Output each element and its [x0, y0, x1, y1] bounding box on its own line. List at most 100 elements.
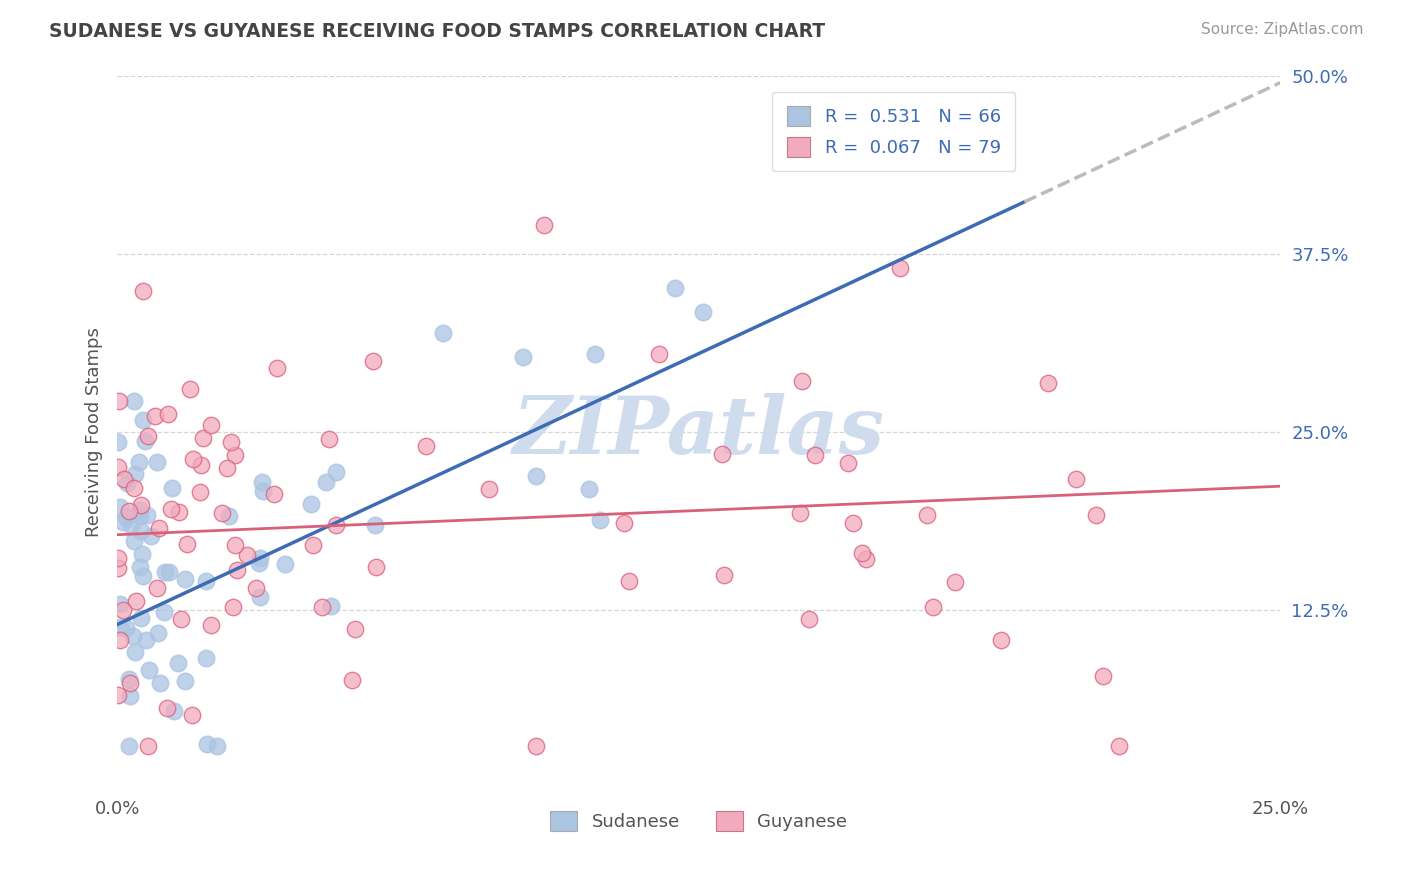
Point: [943, 574, 966, 589]
Point: [222, 600, 245, 615]
Point: [115, 476, 138, 491]
Point: [135, 632, 157, 647]
Point: [135, 508, 157, 523]
Point: [118, 673, 141, 687]
Point: [111, 516, 134, 530]
Point: [160, 501, 183, 516]
Point: [115, 509, 138, 524]
Point: [478, 482, 501, 496]
Point: [583, 347, 606, 361]
Legend: Sudanese, Guyanese: Sudanese, Guyanese: [537, 798, 860, 844]
Point: [224, 538, 246, 552]
Point: [128, 455, 150, 469]
Point: [128, 560, 150, 574]
Point: [325, 466, 347, 480]
Point: [315, 475, 337, 489]
Point: [692, 305, 714, 319]
Point: [141, 529, 163, 543]
Point: [148, 625, 170, 640]
Point: [107, 551, 129, 566]
Point: [889, 260, 911, 275]
Point: [219, 435, 242, 450]
Point: [263, 487, 285, 501]
Point: [112, 603, 135, 617]
Point: [129, 498, 152, 512]
Point: [188, 485, 211, 500]
Point: [156, 407, 179, 421]
Point: [211, 506, 233, 520]
Point: [194, 650, 217, 665]
Point: [136, 429, 159, 443]
Point: [922, 600, 945, 615]
Point: [249, 551, 271, 566]
Point: [145, 581, 167, 595]
Point: [108, 632, 131, 647]
Point: [252, 483, 274, 498]
Point: [148, 521, 170, 535]
Point: [129, 502, 152, 516]
Point: [160, 482, 183, 496]
Point: [664, 281, 686, 295]
Point: [1084, 508, 1107, 522]
Point: [1036, 376, 1059, 390]
Point: [167, 505, 190, 519]
Point: [533, 219, 555, 233]
Point: [193, 431, 215, 445]
Point: [797, 612, 820, 626]
Point: [125, 593, 148, 607]
Point: [804, 448, 827, 462]
Point: [249, 590, 271, 604]
Point: [174, 674, 197, 689]
Point: [789, 507, 811, 521]
Point: [120, 676, 142, 690]
Point: [107, 459, 129, 474]
Point: [146, 454, 169, 468]
Point: [1092, 669, 1115, 683]
Point: [247, 556, 270, 570]
Point: [143, 409, 166, 424]
Point: [132, 568, 155, 582]
Text: SUDANESE VS GUYANESE RECEIVING FOOD STAMPS CORRELATION CHART: SUDANESE VS GUYANESE RECEIVING FOOD STAM…: [49, 22, 825, 41]
Point: [301, 538, 323, 552]
Point: [915, 508, 938, 522]
Point: [512, 350, 534, 364]
Point: [162, 704, 184, 718]
Point: [215, 461, 238, 475]
Point: [138, 739, 160, 753]
Point: [153, 605, 176, 619]
Point: [148, 675, 170, 690]
Point: [176, 537, 198, 551]
Point: [174, 572, 197, 586]
Point: [299, 497, 322, 511]
Point: [842, 516, 865, 531]
Point: [578, 482, 600, 496]
Point: [1108, 739, 1130, 753]
Point: [132, 284, 155, 298]
Point: [325, 517, 347, 532]
Point: [195, 574, 218, 589]
Point: [318, 433, 340, 447]
Point: [851, 546, 873, 560]
Point: [108, 500, 131, 515]
Point: [226, 563, 249, 577]
Point: [990, 633, 1012, 648]
Point: [711, 447, 734, 461]
Point: [617, 574, 640, 588]
Point: [245, 581, 267, 595]
Point: [311, 600, 333, 615]
Text: ZIPatlas: ZIPatlas: [513, 393, 884, 471]
Point: [112, 472, 135, 486]
Point: [837, 456, 859, 470]
Point: [118, 739, 141, 753]
Point: [118, 504, 141, 518]
Point: [648, 347, 671, 361]
Point: [108, 620, 131, 634]
Point: [190, 458, 212, 472]
Point: [1064, 472, 1087, 486]
Point: [200, 618, 222, 632]
Point: [118, 690, 141, 704]
Point: [415, 439, 437, 453]
Point: [108, 597, 131, 611]
Point: [613, 516, 636, 531]
Point: [363, 517, 385, 532]
